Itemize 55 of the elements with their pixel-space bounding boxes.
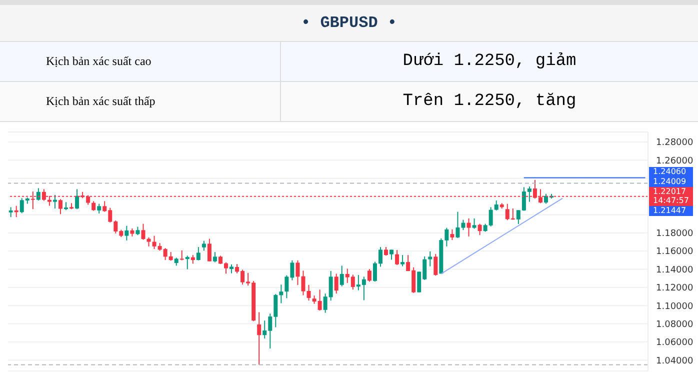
candlestick (466, 218, 471, 237)
candlestick (494, 200, 498, 211)
candlestick (257, 312, 262, 366)
candlestick (390, 249, 394, 260)
candlestick (372, 261, 377, 282)
candlestick (296, 260, 300, 286)
text: Dưới 1.2250, giảm (402, 51, 578, 73)
text: Kịch bản xác suất thấp (0, 82, 281, 121)
candlestick (212, 252, 217, 263)
candlestick (92, 200, 96, 212)
candlestick (180, 250, 184, 261)
text: Kịch bản xác suất cao (0, 42, 281, 81)
text: 1.21447 (649, 206, 693, 216)
candlestick (75, 188, 80, 210)
candlestick (395, 250, 400, 266)
candlestick (97, 203, 102, 214)
candlestick (58, 198, 62, 215)
candlestick (141, 223, 146, 240)
candlestick (196, 246, 200, 261)
candlestick (202, 240, 206, 252)
candlestick (207, 238, 212, 262)
candlestick (306, 284, 311, 302)
candlestick (434, 254, 438, 276)
candlestick (428, 250, 432, 267)
y-tick-label: 1.12000 (656, 284, 694, 294)
y-tick-label: 1.26000 (656, 156, 694, 166)
candlestick (378, 246, 382, 268)
candlestick (224, 262, 228, 274)
candlestick (8, 206, 13, 218)
candlestick (124, 225, 129, 241)
candlestick (334, 273, 338, 294)
chart-title: • GBPUSD • (0, 5, 698, 42)
y-tick-label: 1.04000 (656, 356, 694, 366)
candlestick (279, 284, 284, 304)
candlestick (301, 270, 306, 296)
y-tick-label: 1.28000 (656, 138, 694, 148)
candlestick (472, 218, 476, 230)
text: Trên 1.2250, tăng (402, 91, 578, 113)
y-tick-label: 1.08000 (656, 320, 694, 330)
y-tick-label: 1.16000 (656, 247, 694, 258)
candlestick (36, 188, 40, 202)
ref-line-label: 1.22017 14:47:57 (649, 186, 693, 206)
y-tick-label: 1.18000 (656, 229, 694, 240)
y-tick-label: 1.06000 (656, 338, 694, 348)
text: 1.24009 (649, 176, 693, 187)
candlestick (400, 254, 405, 267)
candlestick (185, 255, 190, 270)
text: 1.24060 (649, 166, 693, 177)
candlestick (52, 194, 57, 210)
y-tick-label: 1.14000 (656, 265, 694, 276)
candlestick (478, 223, 482, 236)
candlestick (340, 265, 344, 287)
y-tick-label: 1.10000 (656, 302, 694, 312)
candlestick (367, 268, 372, 282)
candlestick (450, 228, 454, 241)
